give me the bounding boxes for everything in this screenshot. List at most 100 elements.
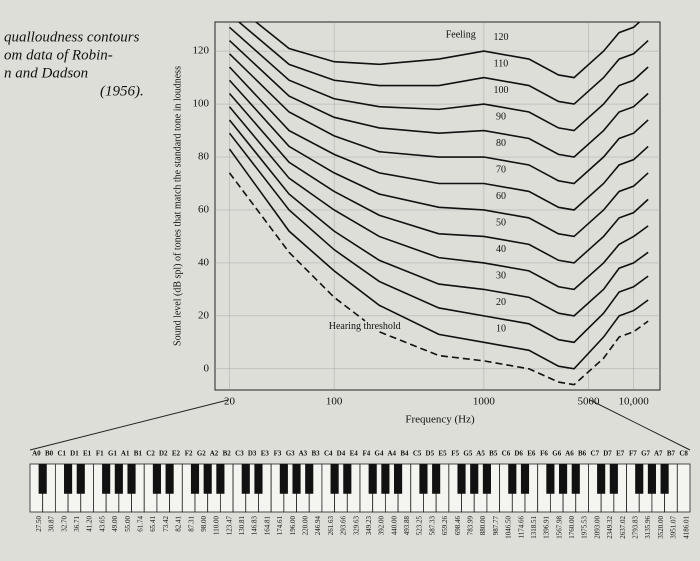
note-label: A7 xyxy=(654,450,663,458)
frequency-label: 2637.02 xyxy=(619,516,627,539)
frequency-label: 1567.98 xyxy=(555,516,563,539)
note-label: A0 xyxy=(32,450,41,458)
frequency-label: 587.33 xyxy=(428,516,436,536)
note-label: B0 xyxy=(45,450,54,458)
contour-line xyxy=(228,119,649,317)
frequency-label: 61.74 xyxy=(136,516,144,532)
black-key xyxy=(152,464,161,494)
frequency-label: 146.83 xyxy=(251,516,259,536)
note-label: C1 xyxy=(57,450,66,458)
connector xyxy=(589,399,691,451)
note-label: G3 xyxy=(286,450,295,458)
note-label: D4 xyxy=(337,450,346,458)
connector xyxy=(29,399,229,451)
frequency-label: 49.00 xyxy=(111,516,119,532)
note-label: C4 xyxy=(324,450,333,458)
frequency-label: 32.70 xyxy=(60,516,68,532)
caption-line: (1956). xyxy=(100,83,144,99)
note-label: D5 xyxy=(426,450,435,458)
note-label: E5 xyxy=(438,450,447,458)
frequency-label: 3135.96 xyxy=(644,516,652,539)
x-tick-label: 10,000 xyxy=(619,396,650,408)
note-label: D6 xyxy=(514,450,523,458)
frequency-label: 246.94 xyxy=(314,516,322,536)
black-key xyxy=(546,464,555,494)
frequency-label: 123.47 xyxy=(225,516,233,536)
contour-label: 110 xyxy=(494,59,509,70)
frequency-label: 3951.07 xyxy=(670,516,678,539)
frequency-label: 36.71 xyxy=(73,516,81,532)
contour-line xyxy=(254,22,641,79)
contour-line xyxy=(228,66,649,211)
frequency-label: 1760.00 xyxy=(568,516,576,539)
note-label: F6 xyxy=(540,450,548,458)
note-label: A3 xyxy=(299,450,308,458)
black-key xyxy=(432,464,441,494)
contour-line xyxy=(228,39,649,158)
contour-label: 90 xyxy=(496,112,506,123)
note-label: F1 xyxy=(96,450,104,458)
note-label: E7 xyxy=(616,450,625,458)
note-label: D3 xyxy=(248,450,257,458)
note-label: E4 xyxy=(350,450,359,458)
note-label: B3 xyxy=(311,450,320,458)
contour-label: 40 xyxy=(496,244,506,255)
contour-label: 20 xyxy=(496,297,506,308)
contour-label: 60 xyxy=(496,191,506,202)
contour-line xyxy=(237,22,649,105)
note-label: F4 xyxy=(362,450,370,458)
black-key xyxy=(660,464,669,494)
frequency-label: 2349.32 xyxy=(606,516,614,539)
frequency-label: 987.77 xyxy=(492,516,500,536)
frequency-label: 43.65 xyxy=(98,516,106,532)
note-label: B5 xyxy=(489,450,498,458)
frequency-label: 261.63 xyxy=(327,516,335,536)
note-label: C5 xyxy=(413,450,422,458)
note-label: B7 xyxy=(667,450,676,458)
note-label: E2 xyxy=(172,450,181,458)
note-label: B4 xyxy=(400,450,409,458)
y-axis-label: Sound level (dB spl) of tones that match… xyxy=(172,66,183,346)
plot xyxy=(228,22,649,386)
frequency-label: 41.20 xyxy=(86,516,94,532)
y-tick-label: 20 xyxy=(198,309,210,321)
black-key xyxy=(305,464,314,494)
note-label: D1 xyxy=(70,450,79,458)
black-key xyxy=(38,464,47,494)
frequency-label: 1174.66 xyxy=(517,516,525,539)
frequency-label: 87.31 xyxy=(187,516,195,532)
contour-label: 30 xyxy=(496,270,506,281)
black-key xyxy=(127,464,136,494)
note-label: G4 xyxy=(375,450,384,458)
frequency-label: 4186.01 xyxy=(682,516,690,539)
black-key xyxy=(419,464,428,494)
frequency-label: 164.81 xyxy=(263,516,271,536)
frequency-label: 880.00 xyxy=(479,516,487,536)
black-key xyxy=(279,464,288,494)
black-key xyxy=(609,464,618,494)
note-label: B6 xyxy=(578,450,587,458)
black-key xyxy=(647,464,656,494)
x-tick-label: 1000 xyxy=(473,396,496,408)
black-key xyxy=(292,464,301,494)
frequency-label: 1318.51 xyxy=(530,516,538,539)
frequency-label: 783.99 xyxy=(466,516,474,536)
contour-line xyxy=(228,132,649,344)
contour-label: 70 xyxy=(496,165,506,176)
black-key xyxy=(368,464,377,494)
black-key xyxy=(190,464,200,494)
note-label: A5 xyxy=(476,450,485,458)
frequency-label: 3520.00 xyxy=(657,516,665,539)
frequency-label: 1975.53 xyxy=(581,516,589,539)
frequency-label: 30.87 xyxy=(48,516,56,532)
black-key xyxy=(571,464,580,494)
annotation: Feeling xyxy=(446,30,476,41)
black-key xyxy=(381,464,390,494)
frequency-label: 220.00 xyxy=(301,516,309,536)
contour-label: 50 xyxy=(496,218,506,229)
note-label: A4 xyxy=(387,450,396,458)
plot-frame xyxy=(214,21,661,391)
note-label: F2 xyxy=(185,450,193,458)
